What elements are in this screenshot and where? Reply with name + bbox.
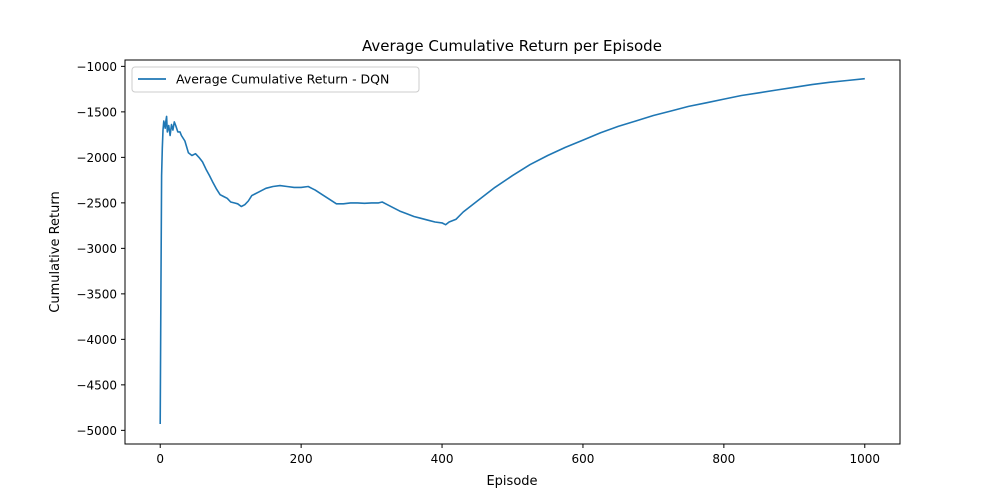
y-tick-label: −3500 bbox=[76, 287, 117, 301]
x-axis: 0 200 400 600 800 1000 bbox=[156, 444, 880, 466]
y-tick-label: −2000 bbox=[76, 151, 117, 165]
y-tick-label: −4500 bbox=[76, 378, 117, 392]
plot-area: 0 200 400 600 800 1000 −1000 −1500 −2000 −2500 −3… bbox=[76, 59, 901, 466]
x-tick-label: 0 bbox=[156, 452, 164, 466]
x-tick-label: 1000 bbox=[849, 452, 880, 466]
y-tick-label: −1500 bbox=[76, 105, 117, 119]
y-tick-label: −5000 bbox=[76, 424, 117, 438]
legend: Average Cumulative Return - DQN bbox=[131, 66, 420, 93]
y-axis: −1000 −1500 −2000 −2500 −3000 −3500 −4000 −4500… bbox=[76, 60, 125, 438]
y-tick-label: −1000 bbox=[76, 60, 117, 74]
legend-label: Average Cumulative Return - DQN bbox=[176, 72, 389, 87]
chart-title: Average Cumulative Return per Episode bbox=[362, 37, 662, 55]
y-tick-label: −4000 bbox=[76, 333, 117, 347]
series-line-dqn bbox=[159, 77, 865, 425]
legend-box bbox=[131, 66, 420, 93]
x-tick-label: 600 bbox=[572, 452, 595, 466]
axes-frame bbox=[124, 59, 901, 445]
x-tick-label: 800 bbox=[712, 452, 735, 466]
x-tick-label: 200 bbox=[290, 452, 313, 466]
y-tick-label: −3000 bbox=[76, 242, 117, 256]
y-axis-label: Cumulative Return bbox=[48, 191, 63, 312]
x-tick-label: 400 bbox=[431, 452, 454, 466]
y-tick-label: −2500 bbox=[76, 196, 117, 210]
x-axis-label: Episode bbox=[486, 474, 537, 489]
